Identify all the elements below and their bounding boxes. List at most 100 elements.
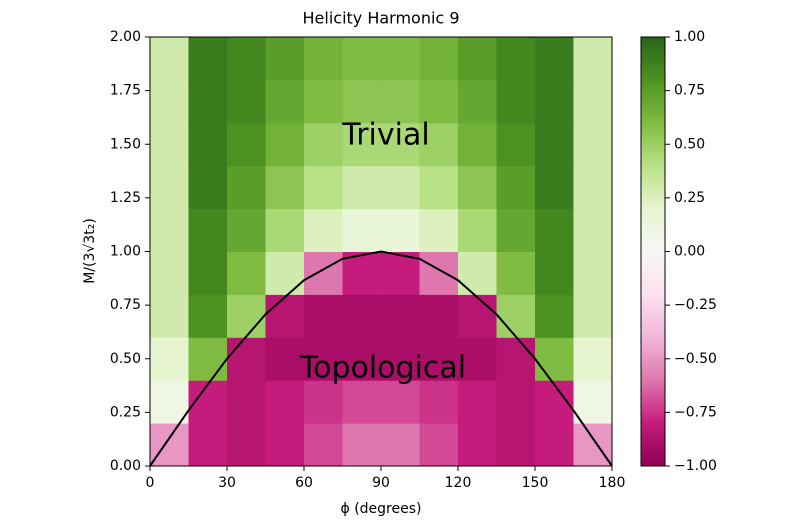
- heat-cell: [188, 208, 228, 252]
- heat-cell: [150, 251, 189, 295]
- heat-cell: [304, 251, 343, 295]
- heat-cell: [381, 122, 420, 167]
- heat-cell: [188, 423, 228, 467]
- heat-cell: [381, 165, 420, 210]
- heat-cell: [188, 337, 228, 381]
- heat-cell: [458, 37, 497, 81]
- heat-cell: [419, 165, 459, 210]
- heat-cell: [573, 294, 613, 338]
- heat-cell: [150, 208, 189, 252]
- heat-cell: [419, 380, 459, 424]
- heat-cell: [535, 337, 574, 381]
- heat-cell: [265, 337, 305, 381]
- heat-cell: [458, 165, 497, 210]
- colorbar-tick-label: 0.00: [674, 244, 705, 260]
- colorbar-tick-label: −1.00: [674, 458, 717, 474]
- heat-cell: [573, 165, 613, 210]
- y-tick-label: 0.75: [110, 297, 141, 313]
- heat-cell: [573, 122, 613, 167]
- annotation: Trivial: [341, 118, 429, 153]
- heat-cell: [304, 380, 343, 424]
- heat-cell: [342, 423, 382, 467]
- boundary-curve: [149, 250, 613, 467]
- x-tick-label: 150: [522, 475, 549, 491]
- heat-cell: [535, 423, 574, 467]
- heat-cell: [150, 423, 189, 467]
- heat-cell: [304, 79, 343, 124]
- heat-cell: [342, 380, 382, 424]
- heat-cell: [342, 79, 382, 124]
- heat-cell: [188, 294, 228, 338]
- heat-cell: [535, 208, 574, 252]
- heat-cell: [227, 37, 266, 81]
- y-tick-label: 1.25: [110, 190, 141, 206]
- heat-cell: [535, 79, 574, 124]
- y-tick-label: 0.25: [110, 404, 141, 420]
- heat-cell: [381, 294, 420, 338]
- heat-cell: [496, 294, 536, 338]
- x-tick-label: 60: [295, 475, 313, 491]
- colorbar-tick-label: 0.25: [674, 190, 705, 206]
- heat-cell: [573, 380, 613, 424]
- heat-cell: [573, 79, 613, 124]
- heat-cell: [342, 251, 382, 295]
- heat-cell: [150, 337, 189, 381]
- heat-cell: [458, 423, 497, 467]
- heat-cell: [381, 208, 420, 252]
- heat-cell: [381, 337, 420, 381]
- heat-cell: [381, 251, 420, 295]
- x-tick-label: 120: [445, 475, 472, 491]
- heat-cell: [150, 122, 189, 167]
- heat-cell: [381, 37, 420, 81]
- heat-cell: [458, 337, 497, 381]
- heat-cell: [573, 208, 613, 252]
- heat-cell: [188, 37, 228, 81]
- y-tick-label: 2.00: [110, 29, 141, 45]
- heat-cell: [265, 79, 305, 124]
- heat-cell: [342, 165, 382, 210]
- heat-cell: [265, 251, 305, 295]
- heat-cell: [304, 122, 343, 167]
- heat-cell: [381, 380, 420, 424]
- heat-cell: [496, 423, 536, 467]
- heat-cell: [304, 208, 343, 252]
- heat-cell: [535, 122, 574, 167]
- colorbar-tick-label: 0.50: [674, 136, 705, 152]
- heat-cell: [188, 122, 228, 167]
- heat-cell: [227, 208, 266, 252]
- heat-cell: [535, 37, 574, 81]
- heat-cell: [188, 251, 228, 295]
- heat-cell: [458, 79, 497, 124]
- heat-cell: [419, 79, 459, 124]
- x-tick-label: 0: [146, 475, 155, 491]
- heat-cell: [342, 337, 382, 381]
- colorbar-tick-label: −0.25: [674, 297, 717, 313]
- y-tick-label: 0.50: [110, 351, 141, 367]
- colorbar-tick-label: 1.00: [674, 29, 705, 45]
- x-tick-label: 30: [218, 475, 236, 491]
- y-tick-label: 1.75: [110, 83, 141, 99]
- colorbar: [640, 36, 666, 467]
- colorbar-tick-label: −0.75: [674, 404, 717, 420]
- heat-cell: [265, 380, 305, 424]
- heat-cell: [227, 251, 266, 295]
- heat-cell: [496, 37, 536, 81]
- heat-cell: [265, 208, 305, 252]
- heat-cell: [573, 423, 613, 467]
- heat-cell: [419, 122, 459, 167]
- heat-cell: [265, 37, 305, 81]
- heat-cell: [227, 165, 266, 210]
- colorbar-tick-label: 0.75: [674, 83, 705, 99]
- heat-cell: [458, 294, 497, 338]
- heat-cell: [496, 165, 536, 210]
- heat-cell: [227, 380, 266, 424]
- heat-cell: [496, 122, 536, 167]
- heat-cell: [227, 122, 266, 167]
- heat-cell: [265, 423, 305, 467]
- heat-cell: [419, 37, 459, 81]
- heat-cell: [458, 208, 497, 252]
- y-tick-label: 0.00: [110, 458, 141, 474]
- heat-cell: [304, 294, 343, 338]
- y-tick-label: 1.00: [110, 244, 141, 260]
- heat-cell: [150, 79, 189, 124]
